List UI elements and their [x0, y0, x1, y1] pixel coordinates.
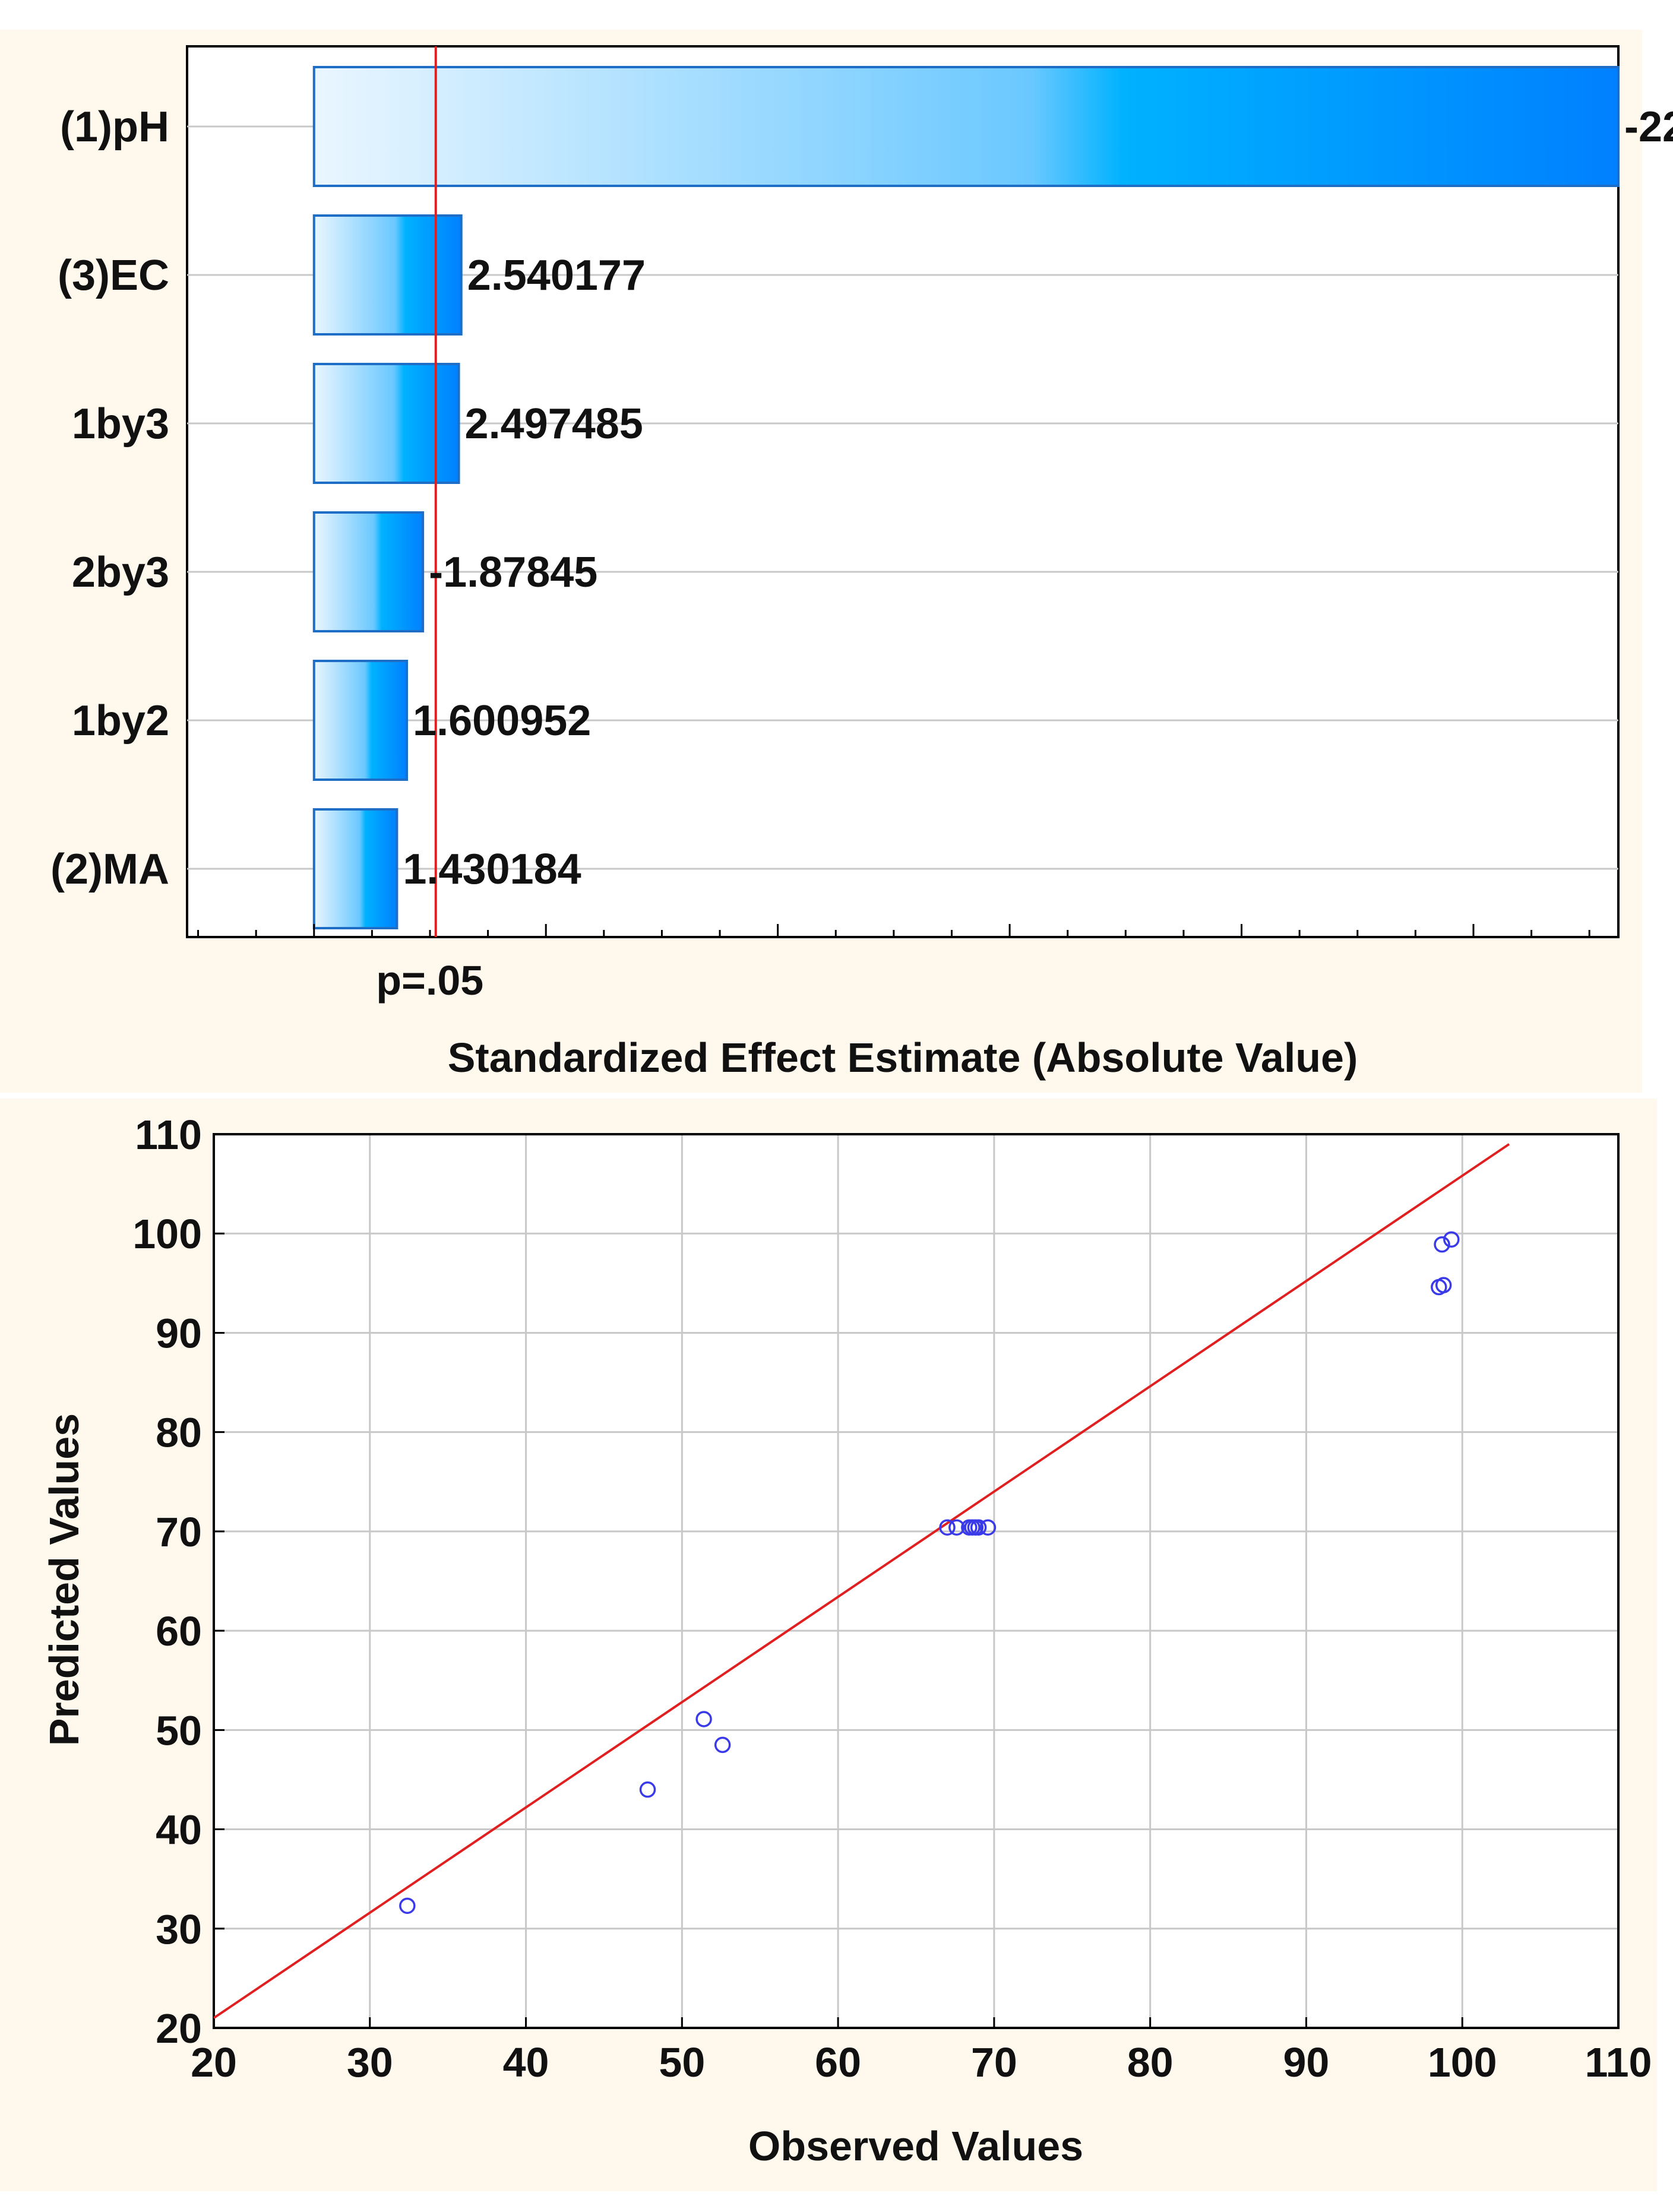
scatter-y-tick-label: 50 — [156, 1707, 202, 1754]
scatter-point — [1434, 1236, 1450, 1253]
scatter-point — [714, 1736, 731, 1754]
scatter-point — [1435, 1277, 1452, 1293]
scatter-y-tick-label: 30 — [156, 1906, 202, 1952]
pareto-value-label: -22.5 — [1624, 103, 1673, 151]
pareto-plot-area — [186, 45, 1620, 938]
pareto-bar — [312, 214, 463, 336]
scatter-x-tick-label: 110 — [1585, 2039, 1652, 2086]
scatter-x-tick-label: 20 — [191, 2039, 237, 2086]
scatter-y-tick-label: 80 — [156, 1410, 202, 1456]
pareto-category-label: 2by3 — [72, 549, 169, 596]
scatter-y-tick-label: 40 — [156, 1807, 202, 1853]
scatter-y-axis-label: Predicted Values — [41, 1413, 87, 1746]
pareto-bar — [312, 363, 460, 484]
p-value-label: p=.05 — [376, 957, 483, 1004]
scatter-x-tick-label: 100 — [1428, 2039, 1497, 2086]
scatter-x-tick-label: 60 — [815, 2039, 861, 2086]
pareto-axis-ticks — [197, 924, 1590, 937]
pareto-value-label: -1.87845 — [429, 549, 597, 596]
pareto-category-label: (1)pH — [60, 103, 169, 151]
scatter-x-tick-label: 70 — [971, 2039, 1017, 2086]
pareto-bar — [312, 808, 399, 929]
fit-line — [213, 1143, 1510, 2019]
pareto-value-labels: -22.5 2.540177 2.497485 -1.87845 1.600952 1.4… — [403, 103, 1673, 893]
scatter-x-axis-label: Observed Values — [748, 2123, 1083, 2169]
pareto-category-label: 1by2 — [72, 697, 169, 745]
pareto-category-labels: (1)pH (3)EC 1by3 2by3 1by2 (2)MA — [50, 103, 169, 893]
scatter-point — [970, 1519, 987, 1536]
scatter-y-tick-label: 60 — [156, 1608, 202, 1654]
pareto-value-label: 2.497485 — [465, 400, 643, 448]
pareto-bar — [312, 660, 409, 781]
pareto-value-label: 1.600952 — [413, 697, 591, 745]
scatter-x-tick-label: 80 — [1127, 2039, 1174, 2086]
scatter-point — [939, 1519, 956, 1536]
pareto-category-label: (3)EC — [58, 252, 169, 299]
scatter-points — [399, 1231, 1460, 1914]
scatter-point — [399, 1897, 416, 1914]
scatter-y-ticks: 20 30 40 50 60 70 80 90 100 110 — [132, 1112, 224, 2052]
pareto-x-axis-label: Standardized Effect Estimate (Absolute V… — [448, 1034, 1358, 1081]
scatter-point — [948, 1519, 965, 1536]
scatter-y-tick-label: 110 — [135, 1112, 202, 1158]
pareto-value-label: 1.430184 — [403, 846, 581, 893]
scatter-y-tick-label: 90 — [156, 1310, 202, 1356]
pareto-chart: (1)pH (3)EC 1by3 2by3 1by2 (2)MA -22.5 2.54017… — [0, 30, 1673, 1093]
scatter-x-tick-label: 30 — [347, 2039, 393, 2086]
scatter-x-tick-label: 40 — [503, 2039, 549, 2086]
scatter-point — [1443, 1231, 1460, 1248]
scatter-y-tick-label: 100 — [132, 1211, 202, 1257]
scatter-x-tick-label: 50 — [659, 2039, 705, 2086]
scatter-chart: 20 30 40 50 60 70 80 90 100 110 20 30 40 50 60 70 80 90 1… — [0, 1099, 1657, 2191]
pareto-value-label: 2.540177 — [467, 252, 646, 299]
scatter-x-tick-label: 90 — [1283, 2039, 1330, 2086]
scatter-plot-frame — [213, 1133, 1620, 2029]
scatter-x-ticks: 20 30 40 50 60 70 80 90 100 110 — [191, 2017, 1652, 2086]
scatter-point — [979, 1519, 997, 1536]
scatter-point — [639, 1781, 656, 1798]
scatter-y-tick-label: 20 — [156, 2005, 202, 2052]
scatter-y-tick-label: 70 — [156, 1509, 202, 1555]
scatter-point — [695, 1711, 712, 1727]
pareto-category-label: 1by3 — [72, 400, 169, 448]
pareto-bar — [312, 66, 1620, 187]
pareto-category-label: (2)MA — [50, 846, 169, 893]
pareto-bar — [312, 511, 425, 632]
scatter-plot-area — [214, 1134, 1618, 2028]
